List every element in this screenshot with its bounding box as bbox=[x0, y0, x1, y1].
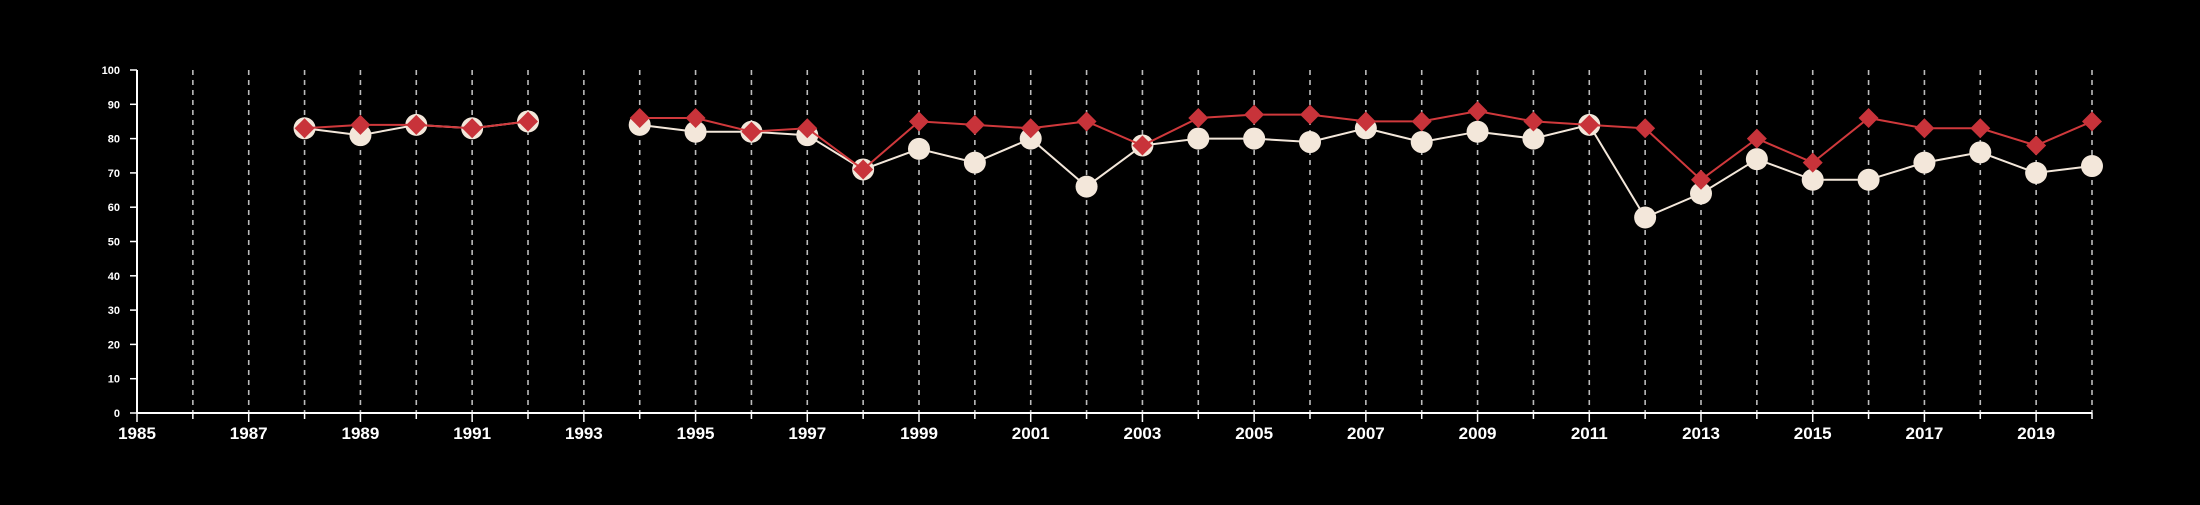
series-1-point-2010 bbox=[1523, 111, 1544, 132]
x-tick-label-1999: 1999 bbox=[900, 424, 938, 443]
y-tick-label-80: 80 bbox=[108, 134, 120, 146]
series-1-point-1998 bbox=[853, 159, 874, 180]
series-0-point-2008 bbox=[1410, 131, 1433, 154]
series-1-point-1992 bbox=[518, 111, 538, 132]
y-tick-label-50: 50 bbox=[108, 237, 120, 249]
x-tick-label-1987: 1987 bbox=[230, 424, 268, 443]
series-1-point-2011 bbox=[1579, 114, 1600, 135]
series-1-point-1989 bbox=[350, 114, 371, 135]
y-tick-label-20: 20 bbox=[108, 339, 120, 351]
series-0-point-2010 bbox=[1522, 127, 1545, 150]
series-0-point-2018 bbox=[1969, 141, 1992, 164]
series-1-point-1995 bbox=[685, 108, 706, 129]
series-1-point-2008 bbox=[1411, 111, 1432, 132]
series-1-point-2016 bbox=[1858, 108, 1879, 129]
series-0-point-2000 bbox=[963, 151, 986, 174]
x-tick-label-2017: 2017 bbox=[1906, 424, 1944, 443]
series-0-point-2020 bbox=[2081, 155, 2103, 178]
series-1-point-2018 bbox=[1970, 118, 1991, 139]
x-tick-label-2015: 2015 bbox=[1794, 424, 1832, 443]
series-1-point-2006 bbox=[1300, 104, 1320, 125]
series-1-point-1988 bbox=[294, 118, 315, 139]
series-0-point-1995 bbox=[684, 120, 707, 143]
y-tick-label-10: 10 bbox=[108, 374, 120, 386]
series-0-point-2001 bbox=[1019, 127, 1042, 150]
series-1-point-2002 bbox=[1076, 111, 1097, 132]
x-tick-label-2001: 2001 bbox=[1012, 424, 1050, 443]
series-1-point-2017 bbox=[1914, 118, 1935, 139]
series-1-point-2001 bbox=[1020, 118, 1041, 139]
x-tick-label-2009: 2009 bbox=[1459, 424, 1497, 443]
x-tick-label-1995: 1995 bbox=[677, 424, 715, 443]
series-0-point-2013 bbox=[1690, 182, 1712, 205]
series-0-point-2019 bbox=[2025, 161, 2048, 184]
series-1-point-2015 bbox=[1802, 152, 1823, 173]
y-tick-label-100: 100 bbox=[102, 65, 120, 77]
grid-lines bbox=[192, 70, 2093, 413]
y-tick-label-90: 90 bbox=[108, 99, 120, 111]
series-1-point-2005 bbox=[1244, 104, 1265, 125]
series-1-point-2009 bbox=[1467, 101, 1488, 122]
x-tick-label-1993: 1993 bbox=[565, 424, 603, 443]
series-0-point-2004 bbox=[1187, 127, 1210, 150]
series-1-point-2020 bbox=[2082, 111, 2102, 132]
axes: 0 10 20 30 40 50 60 70 80 90 100 1985 1987 1989 1991 19… bbox=[102, 65, 2093, 443]
series-1-point-1997 bbox=[797, 118, 818, 139]
x-tick-label-1997: 1997 bbox=[788, 424, 826, 443]
x-tick-label-2007: 2007 bbox=[1347, 424, 1385, 443]
series-0-point-2002 bbox=[1075, 175, 1098, 198]
series-1-point-1990 bbox=[406, 114, 427, 135]
y-tick-label-40: 40 bbox=[108, 271, 120, 283]
y-tick-label-30: 30 bbox=[108, 305, 120, 317]
x-tick-label-1989: 1989 bbox=[342, 424, 380, 443]
x-tick-label-2003: 2003 bbox=[1124, 424, 1162, 443]
series-0-point-2005 bbox=[1243, 127, 1266, 150]
series-1-point-1999 bbox=[909, 111, 929, 132]
series-0-point-2016 bbox=[1857, 168, 1880, 191]
series-1-point-2019 bbox=[2026, 135, 2047, 156]
series-0-point-2012 bbox=[1634, 206, 1657, 229]
series-0-point-1999 bbox=[908, 137, 930, 160]
series-1-point-1996 bbox=[741, 121, 762, 142]
x-tick-label-2005: 2005 bbox=[1235, 424, 1273, 443]
series-1-point-1994 bbox=[629, 108, 650, 129]
x-tick-label-2013: 2013 bbox=[1682, 424, 1720, 443]
series-1-point-2007 bbox=[1355, 111, 1376, 132]
series-group bbox=[293, 101, 2103, 229]
series-1 bbox=[294, 101, 2102, 190]
series-0-point-2009 bbox=[1466, 120, 1489, 143]
series-0-point-2014 bbox=[1745, 148, 1768, 171]
y-tick-label-70: 70 bbox=[108, 168, 120, 180]
series-1-point-2003 bbox=[1132, 135, 1153, 156]
series-1-point-1991 bbox=[462, 118, 483, 139]
x-tick-label-1991: 1991 bbox=[453, 424, 491, 443]
y-tick-label-60: 60 bbox=[108, 202, 120, 214]
x-tick-label-2011: 2011 bbox=[1571, 424, 1608, 443]
series-0-point-1989 bbox=[349, 124, 372, 147]
series-1-point-2013 bbox=[1691, 169, 1711, 190]
x-tick-label-2019: 2019 bbox=[2017, 424, 2055, 443]
series-0-point-2017 bbox=[1913, 151, 1936, 174]
x-tick-label-1985: 1985 bbox=[118, 424, 156, 443]
series-1-point-2012 bbox=[1635, 118, 1656, 139]
series-1-point-2000 bbox=[964, 114, 985, 135]
series-0-point-2015 bbox=[1801, 168, 1824, 191]
series-0-point-2006 bbox=[1299, 131, 1321, 154]
y-tick-label-0: 0 bbox=[114, 408, 120, 420]
series-1-point-2004 bbox=[1188, 108, 1209, 129]
series-1-point-2014 bbox=[1746, 128, 1767, 149]
